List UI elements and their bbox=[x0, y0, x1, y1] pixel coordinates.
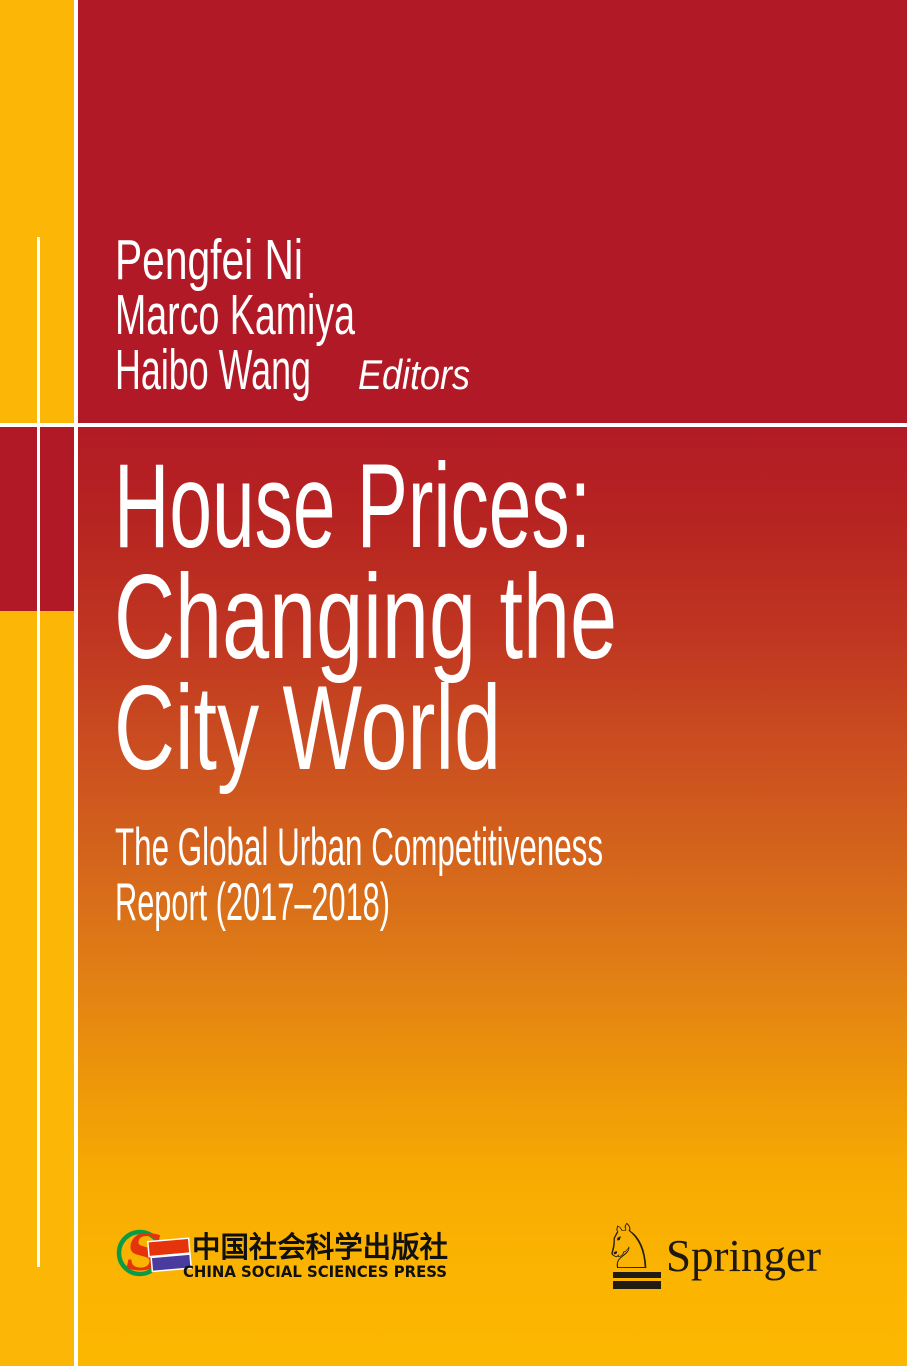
editor-name-3: Haibo Wang bbox=[115, 338, 311, 402]
subtitle-line-1: The Global Urban Competitiveness bbox=[115, 818, 603, 877]
cssp-book-red bbox=[146, 1237, 191, 1258]
cover-background-gradient bbox=[0, 423, 907, 1366]
editor-name-2: Marco Kamiya bbox=[115, 283, 355, 347]
book-subtitle: The Global Urban Competitiveness Report … bbox=[115, 818, 603, 932]
cssp-books-icon bbox=[146, 1237, 193, 1273]
cssp-english-name: CHINA SOCIAL SCIENCES PRESS bbox=[183, 1262, 447, 1281]
springer-knight-bar-top bbox=[613, 1272, 661, 1278]
editors-block: Pengfei Ni Marco Kamiya Haibo Wang Edito… bbox=[115, 228, 470, 402]
horizontal-divider-line bbox=[0, 423, 907, 427]
cover-top-panel bbox=[0, 0, 907, 423]
title-line-2: Changing the bbox=[114, 550, 617, 684]
cssp-green-ring-icon bbox=[116, 1229, 164, 1277]
book-title: House Prices: Changing the City World bbox=[114, 439, 617, 795]
springer-logo: ♘ Springer bbox=[601, 1210, 821, 1289]
vertical-divider-line bbox=[74, 0, 78, 1366]
springer-knight-icon: ♘ bbox=[601, 1210, 657, 1283]
title-line-3: City World bbox=[114, 661, 501, 795]
cssp-book-blue bbox=[150, 1253, 193, 1273]
cssp-logo: S 中国社会科学出版社 CHINA SOCIAL SCIENCES PRESS bbox=[116, 1223, 448, 1282]
title-line-1: House Prices: bbox=[114, 439, 591, 573]
editor-name-1: Pengfei Ni bbox=[115, 228, 303, 292]
subtitle-line-2: Report (2017–2018) bbox=[115, 873, 390, 932]
cssp-chinese-name: 中国社会科学出版社 bbox=[192, 1230, 448, 1264]
springer-knight-bar-bottom bbox=[613, 1281, 661, 1289]
springer-wordmark: Springer bbox=[666, 1230, 821, 1281]
inner-vertical-line bbox=[37, 237, 40, 1267]
editors-role-label: Editors bbox=[358, 351, 470, 398]
